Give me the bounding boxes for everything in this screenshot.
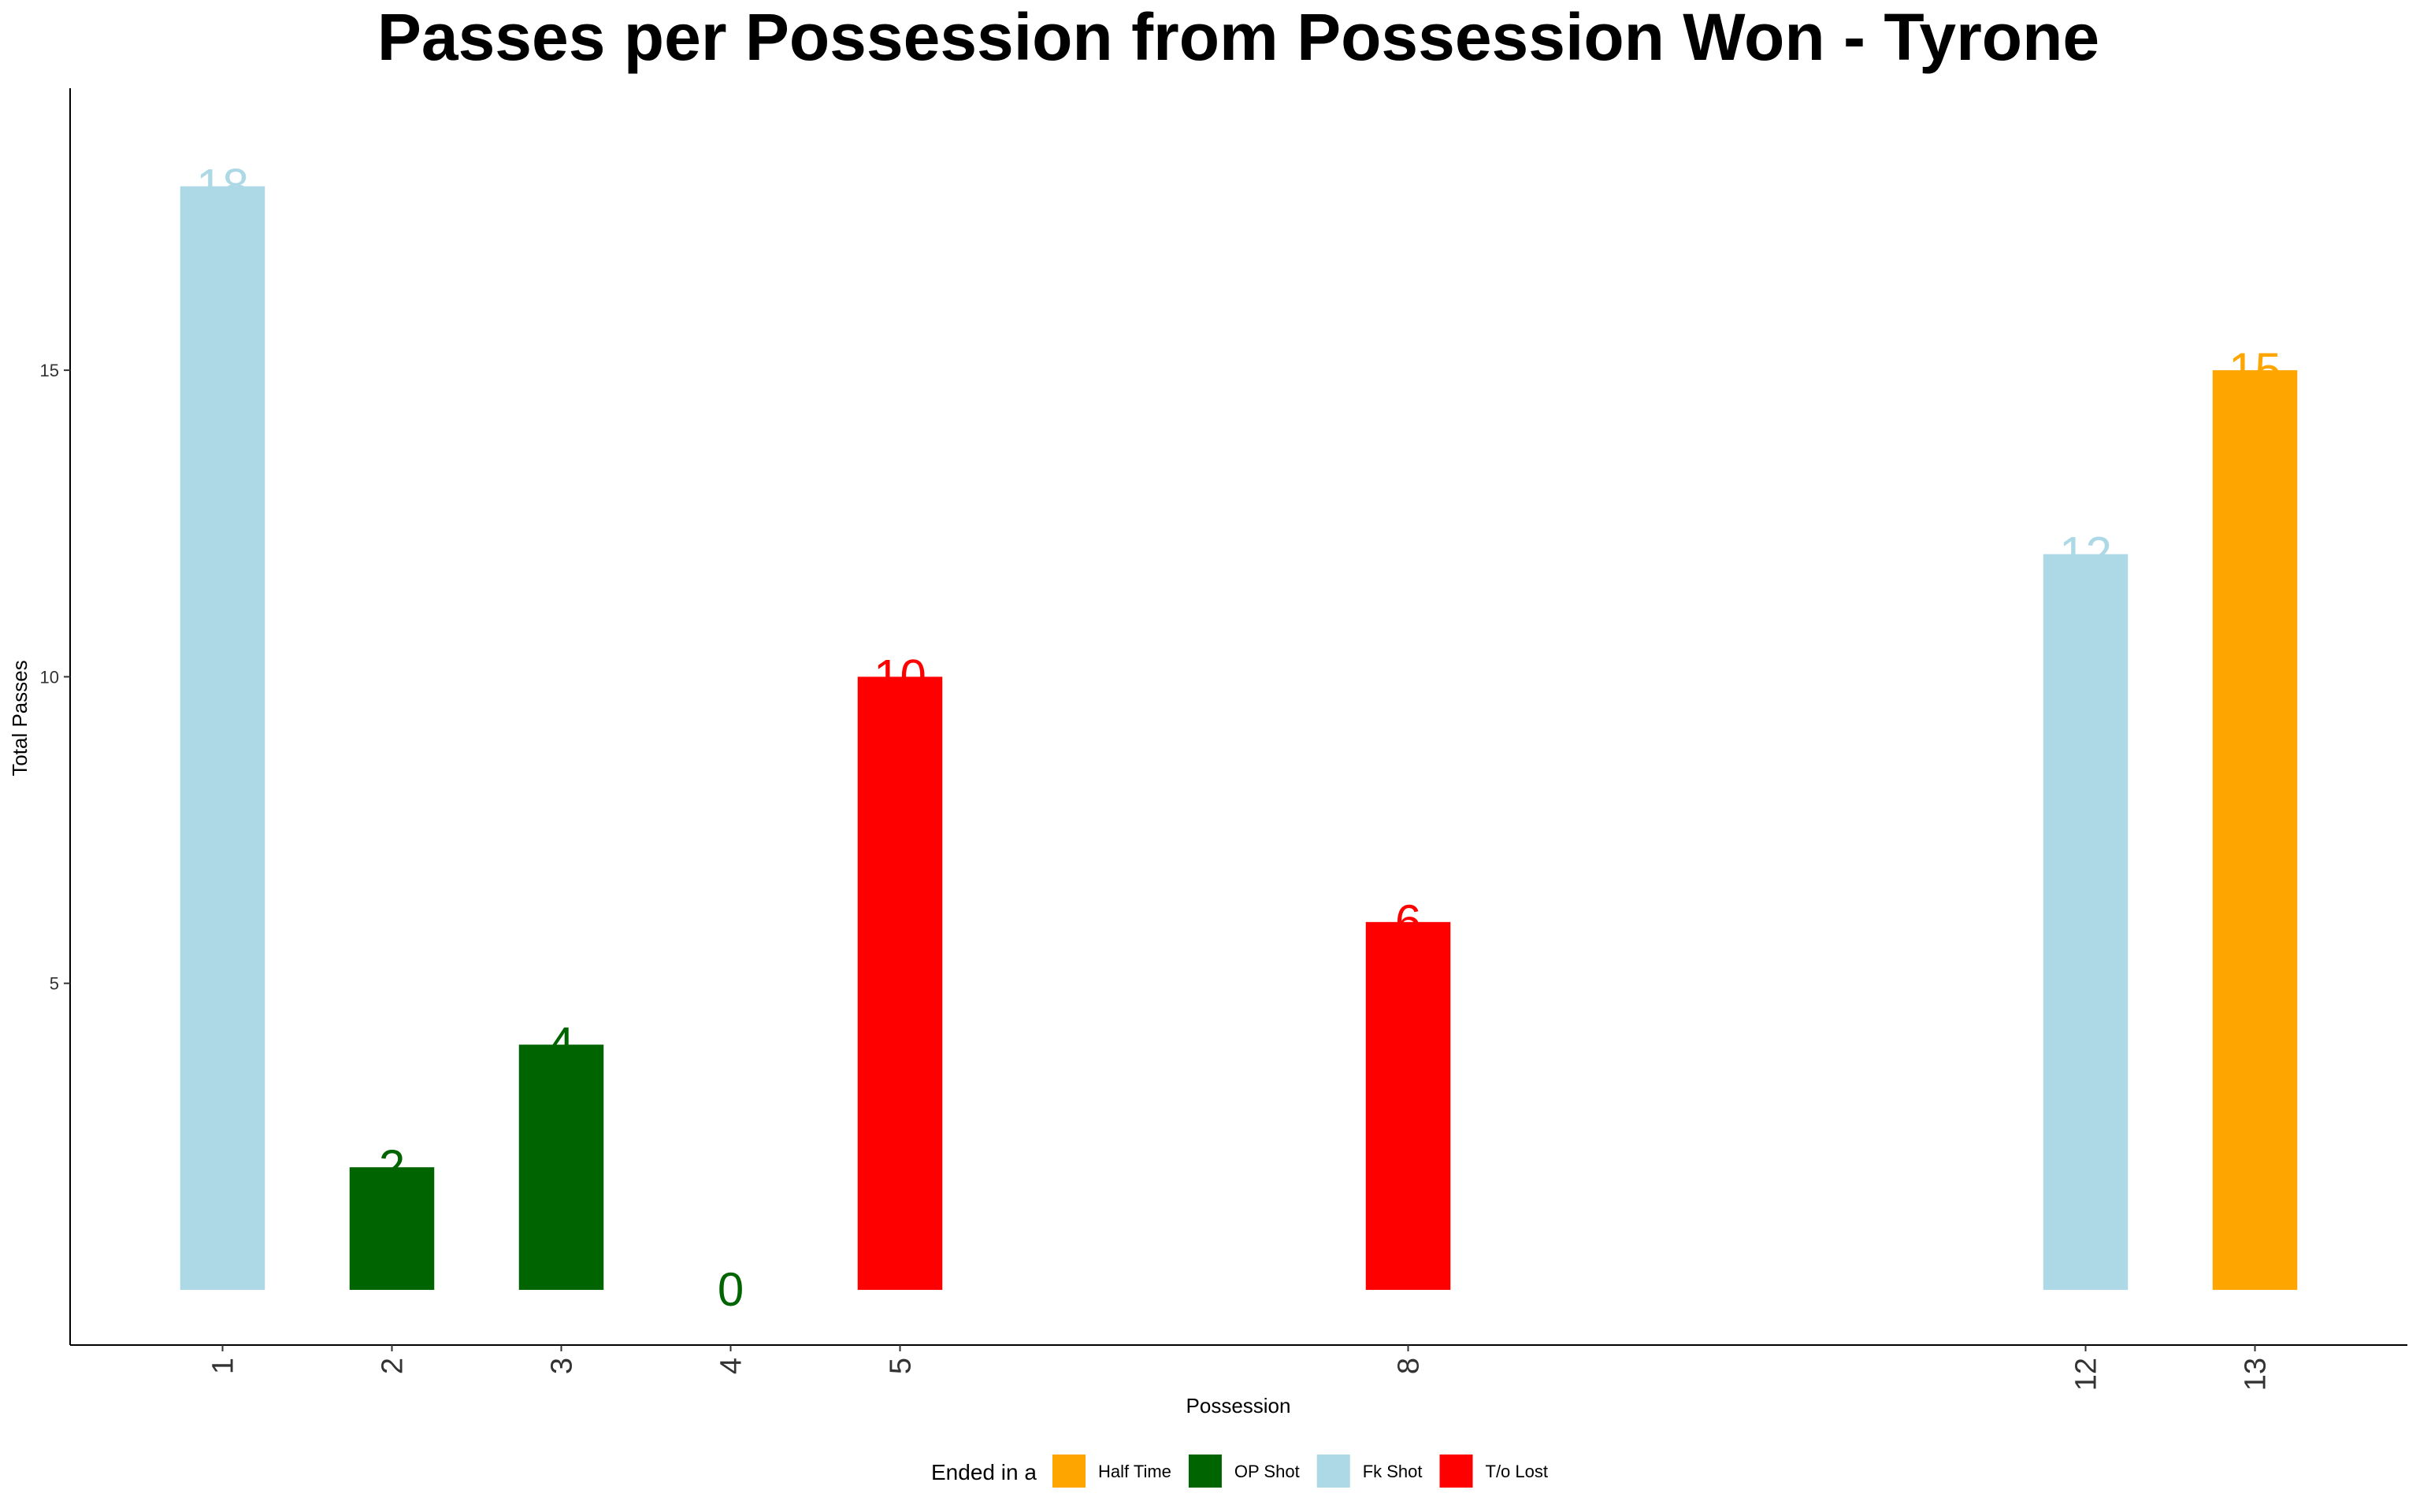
legend-swatch-half-time bbox=[1052, 1455, 1086, 1488]
data-label-possession-2: 2 bbox=[379, 1140, 405, 1193]
x-tick-label: 13 bbox=[2240, 1358, 2273, 1391]
bar-possession-8 bbox=[1365, 921, 1451, 1290]
data-label-possession-13: 15 bbox=[2229, 343, 2281, 396]
bar-possession-5 bbox=[857, 676, 943, 1290]
legend-items: Half Time OP Shot Fk Shot T/o Lost bbox=[1052, 1455, 1548, 1488]
legend-title: Ended in a bbox=[931, 1460, 1037, 1484]
legend-label-half-time: Half Time bbox=[1098, 1462, 1171, 1481]
bar-possession-1 bbox=[180, 186, 265, 1290]
legend-label-to-lost: T/o Lost bbox=[1486, 1462, 1548, 1481]
legend-swatch-op-shot bbox=[1188, 1455, 1222, 1488]
data-labels-layer: 18 2 4 0 10 6 12 15 bbox=[196, 160, 2281, 1316]
bar-possession-12 bbox=[2043, 554, 2129, 1290]
x-tick-label: 2 bbox=[377, 1358, 410, 1374]
x-axis-title: Possession bbox=[1186, 1394, 1291, 1418]
legend-swatch-to-lost bbox=[1439, 1455, 1473, 1488]
y-tick-label: 15 bbox=[40, 361, 59, 380]
data-label-possession-8: 6 bbox=[1395, 895, 1421, 948]
bar-possession-3 bbox=[518, 1044, 604, 1290]
chart-title: Passes per Possession from Possession Wo… bbox=[377, 0, 2099, 74]
bar-possession-2 bbox=[349, 1167, 435, 1290]
legend: Ended in a Half Time OP Shot Fk Shot T/o Lo… bbox=[931, 1455, 1548, 1488]
y-axis-title: Total Passes bbox=[8, 660, 32, 776]
x-tick-label: 5 bbox=[885, 1358, 918, 1374]
data-label-possession-4: 0 bbox=[718, 1263, 744, 1316]
x-tick-label: 8 bbox=[1393, 1358, 1426, 1374]
y-tick-label: 10 bbox=[40, 667, 59, 687]
x-tick-label: 4 bbox=[715, 1358, 748, 1374]
data-label-possession-3: 4 bbox=[548, 1018, 574, 1071]
legend-swatch-fk-shot bbox=[1316, 1455, 1350, 1488]
data-label-possession-5: 10 bbox=[874, 650, 926, 702]
bar-possession-13 bbox=[2212, 370, 2298, 1290]
data-label-possession-1: 18 bbox=[196, 160, 249, 213]
x-tick-label: 12 bbox=[2070, 1358, 2103, 1391]
y-tick-label: 5 bbox=[50, 974, 59, 994]
x-ticks-layer: 1 2 3 4 5 8 12 13 bbox=[207, 1345, 2273, 1391]
data-label-possession-12: 12 bbox=[2059, 528, 2112, 580]
y-ticks-layer: 5 10 15 bbox=[40, 361, 70, 994]
legend-label-op-shot: OP Shot bbox=[1234, 1462, 1300, 1481]
x-tick-label: 3 bbox=[546, 1358, 579, 1374]
legend-label-fk-shot: Fk Shot bbox=[1363, 1462, 1423, 1481]
bars-layer bbox=[180, 186, 2298, 1290]
x-tick-label: 1 bbox=[207, 1358, 240, 1374]
